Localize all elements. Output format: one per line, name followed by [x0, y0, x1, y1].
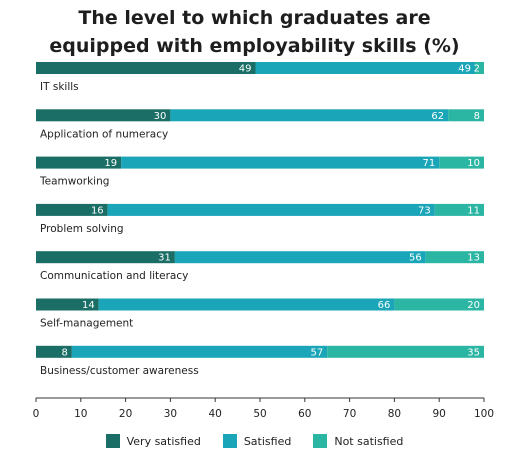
- data-label-it-skills-not-satisfied: 2: [474, 64, 480, 75]
- bar-self-management-very-satisfied: [36, 298, 99, 311]
- data-label-business-customer-awareness-not-satisfied: 35: [467, 347, 480, 358]
- data-label-communication-and-literacy-satisfied: 56: [409, 253, 422, 264]
- data-label-problem-solving-satisfied: 73: [418, 205, 431, 216]
- bar-it-skills-not-satisfied: [475, 62, 484, 74]
- legend-swatch-satisfied: [222, 434, 237, 448]
- category-label-it-skills: IT skills: [40, 81, 79, 93]
- data-label-business-customer-awareness-satisfied: 57: [310, 347, 323, 358]
- data-label-problem-solving-very-satisfied: 16: [91, 205, 104, 216]
- bar-teamworking-satisfied: [121, 156, 440, 169]
- x-tick-label-100: 100: [474, 408, 494, 420]
- data-label-teamworking-not-satisfied: 10: [467, 158, 480, 169]
- bar-business-customer-awareness-satisfied: [71, 345, 328, 358]
- bar-application-of-numeracy-satisfied: [170, 109, 449, 122]
- legend-label-not-satisfied: Not satisfied: [334, 434, 404, 448]
- bar-it-skills-satisfied: [255, 62, 476, 74]
- data-label-communication-and-literacy-very-satisfied: 31: [158, 253, 171, 264]
- data-label-self-management-satisfied: 66: [378, 300, 391, 311]
- category-label-application-of-numeracy: Application of numeracy: [40, 128, 168, 140]
- bar-it-skills-very-satisfied: [36, 62, 256, 74]
- bar-self-management-not-satisfied: [394, 298, 484, 311]
- category-label-business-customer-awareness: Business/customer awareness: [40, 365, 199, 377]
- bar-problem-solving-satisfied: [107, 203, 435, 216]
- category-label-communication-and-literacy: Communication and literacy: [40, 270, 188, 282]
- x-tick-label-10: 10: [74, 408, 87, 420]
- data-label-application-of-numeracy-not-satisfied: 8: [474, 111, 480, 122]
- bar-teamworking-very-satisfied: [36, 156, 122, 169]
- data-label-self-management-not-satisfied: 20: [467, 300, 480, 311]
- x-tick-label-80: 80: [388, 408, 401, 420]
- x-tick-label-60: 60: [298, 408, 311, 420]
- data-label-business-customer-awareness-very-satisfied: 8: [61, 347, 67, 358]
- bar-communication-and-literacy-not-satisfied: [425, 251, 484, 264]
- legend-swatch-very-satisfied: [105, 434, 120, 448]
- bar-self-management-satisfied: [98, 298, 395, 311]
- bar-teamworking-not-satisfied: [439, 156, 484, 169]
- bar-application-of-numeracy-very-satisfied: [36, 109, 171, 122]
- legend-item-satisfied: Satisfied: [222, 434, 292, 448]
- legend-swatch-not-satisfied: [313, 434, 328, 448]
- bar-business-customer-awareness-not-satisfied: [327, 345, 484, 358]
- x-tick-label-40: 40: [209, 408, 222, 420]
- data-label-self-management-very-satisfied: 14: [82, 300, 95, 311]
- data-label-problem-solving-not-satisfied: 11: [467, 205, 480, 216]
- legend-item-very-satisfied: Very satisfied: [105, 434, 201, 448]
- bar-problem-solving-very-satisfied: [36, 203, 108, 216]
- legend-label-very-satisfied: Very satisfied: [126, 434, 201, 448]
- x-tick-label-90: 90: [433, 408, 446, 420]
- data-label-communication-and-literacy-not-satisfied: 13: [467, 253, 480, 264]
- chart-legend: Very satisfied Satisfied Not satisfied: [0, 434, 509, 448]
- bar-communication-and-literacy-very-satisfied: [36, 251, 175, 264]
- x-tick-label-0: 0: [33, 408, 40, 420]
- chart-title-line-2: equipped with employability skills (%): [49, 35, 460, 57]
- data-label-application-of-numeracy-very-satisfied: 30: [154, 111, 167, 122]
- category-label-problem-solving: Problem solving: [40, 223, 124, 235]
- data-label-teamworking-very-satisfied: 19: [104, 158, 117, 169]
- bar-problem-solving-not-satisfied: [434, 203, 484, 216]
- category-label-self-management: Self-management: [40, 318, 133, 330]
- x-tick-label-20: 20: [119, 408, 132, 420]
- legend-label-satisfied: Satisfied: [243, 434, 292, 448]
- bar-business-customer-awareness-very-satisfied: [36, 345, 72, 358]
- data-label-teamworking-satisfied: 71: [422, 158, 435, 169]
- x-tick-label-50: 50: [253, 408, 266, 420]
- chart-title: The level to which graduates are equippe…: [0, 4, 509, 60]
- legend-item-not-satisfied: Not satisfied: [313, 434, 403, 448]
- data-label-it-skills-very-satisfied: 49: [239, 64, 252, 75]
- x-tick-label-30: 30: [164, 408, 177, 420]
- chart-title-line-1: The level to which graduates are: [78, 7, 431, 29]
- x-tick-label-70: 70: [343, 408, 356, 420]
- bar-communication-and-literacy-satisfied: [174, 251, 426, 264]
- bar-application-of-numeracy-not-satisfied: [448, 109, 484, 122]
- category-label-teamworking: Teamworking: [39, 176, 109, 188]
- data-label-application-of-numeracy-satisfied: 62: [431, 111, 444, 122]
- data-label-it-skills-satisfied: 49: [458, 64, 471, 75]
